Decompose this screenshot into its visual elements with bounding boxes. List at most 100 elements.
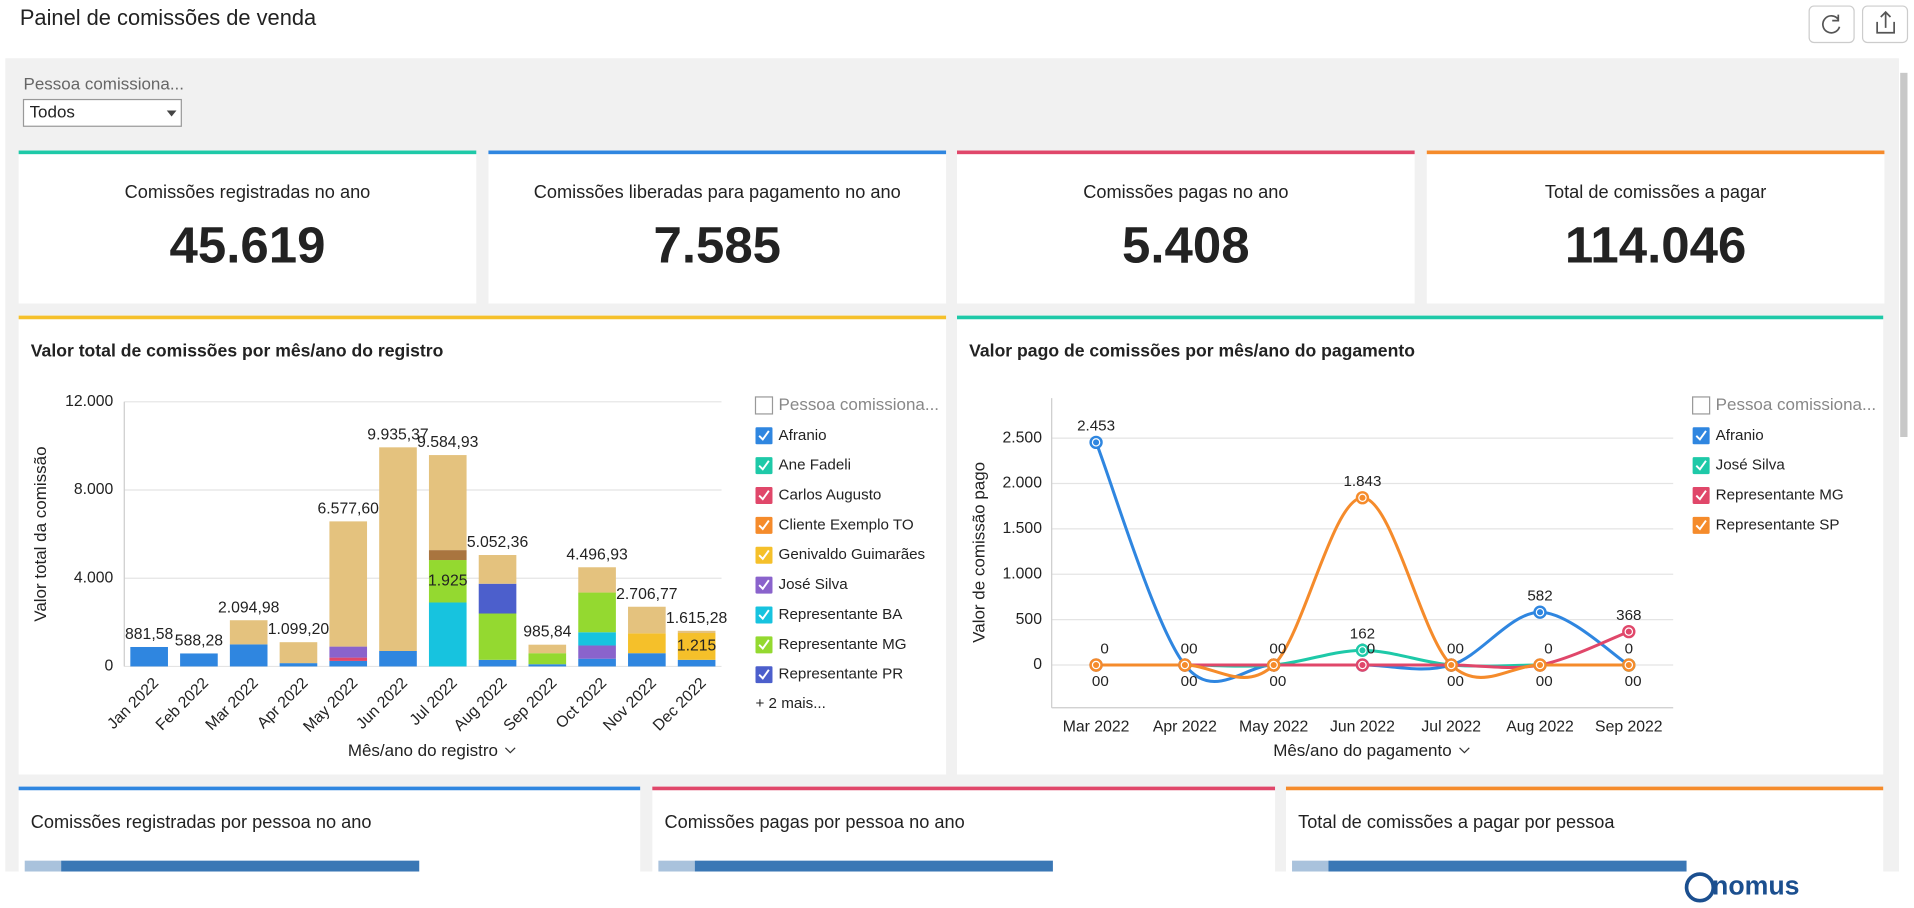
kpi-card — [1426, 150, 1885, 304]
table-header — [61, 860, 420, 872]
x-tick-label: May 2022 — [1239, 718, 1308, 735]
bar-segment — [628, 606, 666, 634]
bar-segment — [229, 620, 268, 645]
table-accent — [18, 786, 641, 791]
scrollbar[interactable] — [1900, 72, 1908, 438]
y-tick-label: 4.000 — [74, 569, 114, 586]
legend-label: Cliente Exemplo TO — [779, 516, 914, 533]
point-label: 0 — [1633, 673, 1641, 690]
x-tick-label: Mar 2022 — [1063, 718, 1130, 735]
bar-segment — [478, 555, 517, 584]
chart-title: Valor pago de comissões por mês/ano do p… — [969, 341, 1415, 361]
x-axis-chevron — [504, 747, 516, 754]
point-label: 0 — [1100, 673, 1108, 690]
y-axis-title: Valor total da comissão — [31, 446, 50, 621]
total-label: 881,58 — [125, 626, 173, 643]
bar-segment — [428, 550, 467, 561]
y-tick-label: 500 — [1016, 611, 1043, 628]
point-core — [1181, 662, 1188, 669]
legend-checkmark — [758, 669, 770, 680]
y-tick-label: 1.500 — [1003, 520, 1043, 537]
bar-segment — [428, 560, 467, 603]
bar-segment — [478, 613, 517, 660]
point-label: 2.453 — [1077, 418, 1115, 435]
legend-label: Afranio — [1716, 427, 1764, 444]
legend-checkmark — [758, 639, 770, 650]
footer — [5, 871, 1909, 908]
point-label: 0 — [1269, 673, 1277, 690]
legend-checkmark — [758, 460, 770, 471]
point-core — [1359, 494, 1366, 501]
legend-check — [754, 396, 774, 415]
point-label: 1.843 — [1343, 473, 1381, 490]
segment-label: 1.925 — [428, 572, 468, 589]
x-axis-chevron — [1459, 747, 1470, 754]
point-core — [1359, 647, 1366, 654]
point-label: 0 — [1536, 673, 1544, 690]
legend-label: José Silva — [1716, 457, 1786, 474]
point-core — [1625, 662, 1632, 669]
table-accent — [1285, 786, 1884, 791]
point-label: 0 — [1447, 640, 1455, 657]
kpi-card — [957, 150, 1415, 304]
bar-segment — [329, 660, 368, 667]
export-button[interactable] — [1861, 5, 1909, 44]
chart-accent — [18, 315, 947, 320]
point-label: 0 — [1092, 673, 1100, 690]
legend-swatch — [1692, 516, 1710, 534]
x-tick-label: Jun 2022 — [1330, 718, 1395, 735]
legend-title: Pessoa comissiona... — [779, 395, 939, 414]
kpi-title: Total de comissões a pagar — [1545, 182, 1766, 202]
kpi-title: Comissões pagas no ano — [1083, 182, 1288, 202]
brand-icon — [1684, 872, 1716, 903]
point-core — [1448, 662, 1455, 669]
bar-segment — [677, 633, 716, 660]
point-label: 0 — [1367, 640, 1375, 657]
bar-segment — [578, 645, 616, 659]
x-tick-label: Jul 2022 — [1421, 718, 1481, 735]
chart-panel — [18, 315, 947, 775]
legend-label: Representante MG — [1716, 487, 1844, 504]
point-core — [1270, 662, 1277, 669]
legend-swatch — [1692, 487, 1710, 505]
chart-accent — [957, 315, 1884, 320]
bar-segment — [379, 650, 417, 667]
bar-segment — [478, 659, 517, 667]
legend-checkmark — [758, 490, 770, 501]
y-tick-label: 8.000 — [74, 481, 114, 498]
total-label: 9.935,37 — [367, 426, 428, 443]
table-title: Comissões pagas por pessoa no ano — [664, 812, 964, 832]
legend-checkmark — [758, 609, 770, 621]
x-tick-label: Apr 2022 — [1153, 718, 1217, 735]
point-core — [1536, 662, 1544, 669]
point-label: 0 — [1456, 640, 1464, 657]
bar-segment — [130, 646, 168, 667]
total-label: 1.615,28 — [666, 610, 728, 627]
point-label: 0 — [1269, 640, 1277, 657]
legend-swatch — [755, 546, 773, 564]
total-label: 6.577,60 — [318, 500, 380, 517]
filter-select[interactable]: Todos — [22, 98, 182, 127]
table-accent — [652, 786, 1276, 791]
point-label: 0 — [1447, 673, 1455, 690]
legend-more: + 2 mais... — [755, 695, 825, 712]
kpi-accent — [1426, 150, 1885, 155]
legend-swatch — [755, 457, 773, 475]
legend-checkmark — [758, 549, 770, 561]
table-header — [658, 860, 695, 872]
total-label: 2.094,98 — [218, 599, 280, 616]
filter-value: Todos — [30, 102, 75, 121]
kpi-title: Comissões registradas no ano — [125, 182, 371, 202]
kpi-card — [18, 150, 477, 304]
legend-swatch — [755, 576, 773, 594]
table-header — [1292, 860, 1329, 872]
x-axis-title: Mês/ano do registro — [348, 741, 498, 760]
point-label: 0 — [1100, 640, 1108, 657]
point-label: 0 — [1181, 673, 1189, 690]
total-label: 9.584,93 — [417, 434, 479, 451]
refresh-button[interactable] — [1808, 5, 1855, 44]
bar-segment — [279, 663, 318, 667]
kpi-value: 7.585 — [653, 216, 781, 273]
kpi-value: 114.046 — [1565, 216, 1746, 273]
